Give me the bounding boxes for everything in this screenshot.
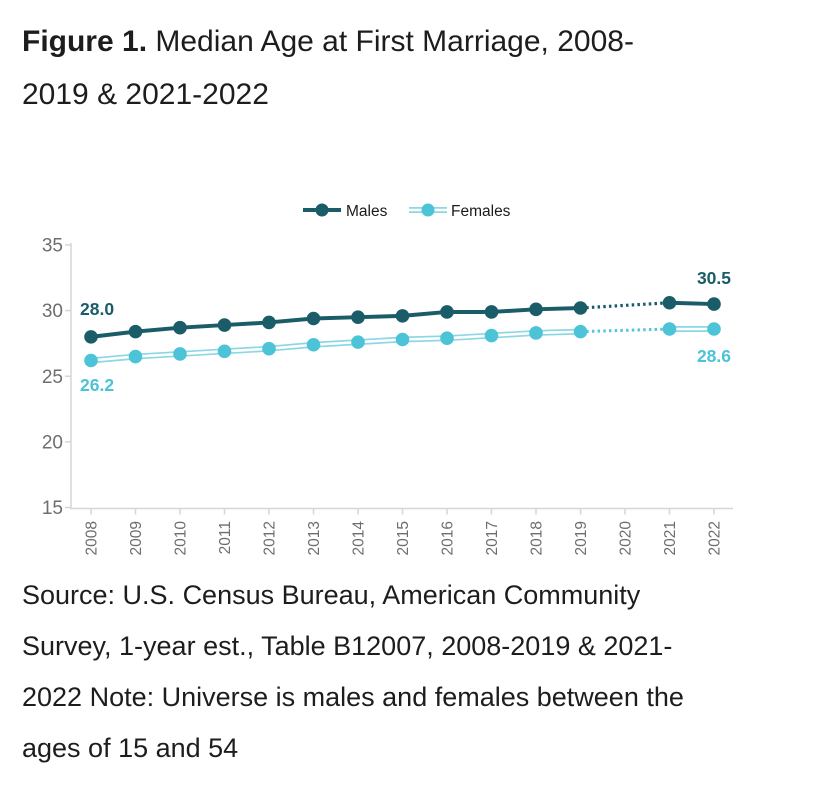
- data-point-marker: [217, 344, 232, 359]
- line-segment-inner: [446, 334, 492, 340]
- line-segment-inner: [402, 336, 448, 341]
- source-note-line: Survey, 1-year est., Table B12007, 2008-…: [22, 631, 673, 661]
- source-note: Source: U.S. Census Bureau, American Com…: [22, 570, 802, 774]
- data-point-marker: [573, 301, 588, 315]
- data-point-marker: [484, 305, 499, 319]
- males-legend-marker-icon: [315, 203, 329, 217]
- median-age-line-chart: Males Females 15 20 25 30 35 2008 2009 2010 2011…: [42, 203, 733, 556]
- males-legend-label: Males: [346, 203, 388, 220]
- y-axis-tick-label: 25: [42, 367, 63, 388]
- gap-line-segment: [580, 327, 670, 334]
- data-point-marker: [128, 324, 143, 339]
- line-segment-inner: [268, 343, 314, 350]
- source-note-line: 2022 Note: Universe is males and females…: [22, 682, 684, 712]
- line-segment: [313, 315, 359, 321]
- line-segment-inner: [90, 355, 136, 362]
- figure-title-line1: Figure 1. Median Age at First Marriage, …: [22, 15, 762, 68]
- line-segment-inner: [491, 331, 537, 337]
- females-legend-label: Females: [451, 203, 511, 220]
- data-point-marker: [529, 326, 543, 340]
- line-segment: [90, 329, 136, 339]
- figure-number: Figure 1.: [22, 25, 148, 58]
- y-axis-tick-label: 15: [42, 498, 63, 519]
- y-axis-tick-label: 30: [42, 301, 63, 322]
- data-point-marker: [306, 337, 321, 352]
- source-note-line: Source: U.S. Census Bureau, American Com…: [22, 580, 641, 610]
- gap-line-segment: [580, 301, 670, 310]
- line-segment-inner: [224, 347, 270, 353]
- data-point-marker: [217, 318, 232, 332]
- data-point-marker: [395, 309, 410, 323]
- line-segment-inner: [179, 350, 225, 356]
- data-point-marker: [662, 322, 677, 336]
- x-axis-tick-label: 2008: [84, 521, 101, 555]
- data-point-marker: [128, 349, 143, 364]
- data-point-marker: [395, 332, 410, 347]
- data-point-marker: [529, 302, 543, 317]
- data-point-marker: [262, 315, 276, 330]
- x-axis-tick-label: 2012: [262, 521, 279, 555]
- females-legend-marker-icon: [421, 203, 435, 217]
- data-point-marker: [573, 324, 588, 339]
- x-axis-tick-label: 2021: [662, 521, 679, 555]
- line-segment: [491, 307, 537, 314]
- males-end-value-label: 30.5: [697, 268, 731, 288]
- x-axis-tick-label: 2020: [618, 521, 635, 556]
- x-axis-tick-label: 2018: [529, 521, 546, 555]
- line-segment: [224, 320, 270, 328]
- males-start-value-label: 28.0: [80, 299, 114, 319]
- x-axis-tick-label: 2017: [484, 521, 501, 555]
- x-axis-tick-label: 2009: [128, 521, 145, 555]
- data-point-marker: [262, 341, 276, 356]
- x-axis-tick-label: 2011: [217, 521, 234, 554]
- data-point-marker: [306, 311, 321, 326]
- x-axis-tick-label: 2013: [306, 521, 323, 555]
- data-point-marker: [440, 331, 454, 345]
- data-point-marker: [440, 305, 454, 319]
- x-axis-tick-label: 2019: [573, 521, 590, 555]
- line-segment: [402, 309, 448, 318]
- figure-title-line1-text: Median Age at First Marriage, 2008-: [147, 25, 634, 58]
- figure-title: Figure 1. Median Age at First Marriage, …: [22, 15, 762, 121]
- figure-title-line2: 2019 & 2021-2022: [22, 78, 269, 111]
- data-point-marker: [662, 295, 677, 310]
- line-segment: [669, 300, 715, 307]
- line-segment: [179, 323, 225, 330]
- line-segment-inner: [313, 340, 359, 347]
- x-axis-tick-label: 2015: [395, 521, 412, 555]
- data-point-marker: [351, 335, 365, 349]
- line-segment-inner: [535, 330, 581, 335]
- females-end-value-label: 28.6: [697, 346, 731, 366]
- x-axis-tick-label: 2016: [440, 521, 457, 555]
- data-point-marker: [707, 322, 721, 336]
- line-segment: [268, 316, 314, 325]
- line-segment-inner: [135, 352, 181, 358]
- source-note-line: ages of 15 and 54: [22, 733, 239, 763]
- chart-series: [84, 295, 721, 368]
- data-point-marker: [351, 310, 365, 324]
- females-start-value-label: 26.2: [80, 375, 114, 395]
- line-segment-inner: [357, 338, 403, 344]
- y-axis-tick-label: 35: [42, 236, 63, 257]
- x-axis-tick-label: 2010: [173, 521, 190, 556]
- data-labels: 28.0 30.5 26.2 28.6: [80, 268, 731, 395]
- data-point-marker: [173, 347, 187, 361]
- y-axis-tick-label: 20: [42, 432, 63, 453]
- line-segment: [135, 325, 181, 334]
- data-point-marker: [84, 330, 98, 344]
- chart-axes: 15 20 25 30 35 2008 2009 2010 2011 2012 2013 2014 20…: [42, 236, 733, 556]
- x-axis-tick-label: 2014: [351, 521, 368, 556]
- line-segment: [357, 313, 403, 320]
- chart-legend: Males Females: [303, 203, 511, 220]
- data-point-marker: [173, 320, 187, 335]
- data-point-marker: [84, 353, 98, 368]
- data-point-marker: [707, 297, 721, 311]
- data-point-marker: [484, 328, 499, 343]
- line-segment: [535, 306, 581, 312]
- x-axis-tick-label: 2022: [707, 521, 724, 555]
